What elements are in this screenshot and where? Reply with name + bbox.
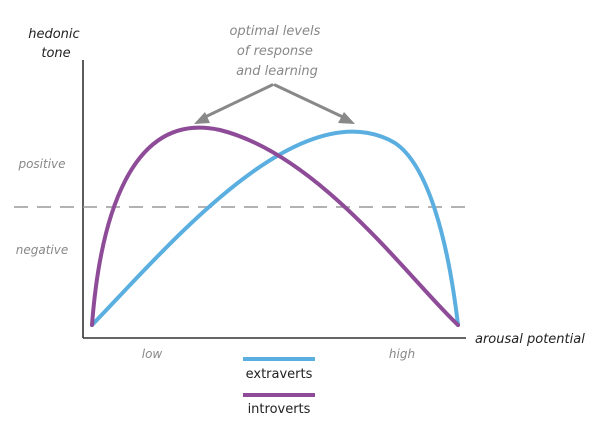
arrowhead-extravert xyxy=(338,112,355,124)
y-axis-label: hedonic tone xyxy=(28,27,84,61)
x-axis-label: arousal potential xyxy=(475,332,585,347)
y-axis-label-line2: tone xyxy=(41,46,70,61)
introverts-curve xyxy=(90,125,460,327)
legend-extraverts-label: extraverts xyxy=(246,367,313,382)
high-label: high xyxy=(389,347,415,361)
positive-label: positive xyxy=(17,157,65,171)
annotation-line2: of response xyxy=(237,44,313,59)
legend: extraverts introverts xyxy=(243,357,315,417)
annotation-arrows xyxy=(201,83,347,120)
optimal-levels-annotation: optimal levels of response and learning xyxy=(229,24,324,79)
arrow-to-extravert-peak xyxy=(273,83,347,120)
annotation-line1: optimal levels xyxy=(229,24,320,39)
y-axis-label-line1: hedonic xyxy=(28,27,79,42)
extraverts-curve xyxy=(90,129,460,327)
negative-label: negative xyxy=(16,243,68,257)
low-label: low xyxy=(142,347,163,361)
arrow-to-introvert-peak xyxy=(201,83,274,120)
annotation-line3: and learning xyxy=(236,64,318,79)
arrowhead-introvert xyxy=(194,112,210,124)
legend-introverts-label: introverts xyxy=(248,402,311,417)
